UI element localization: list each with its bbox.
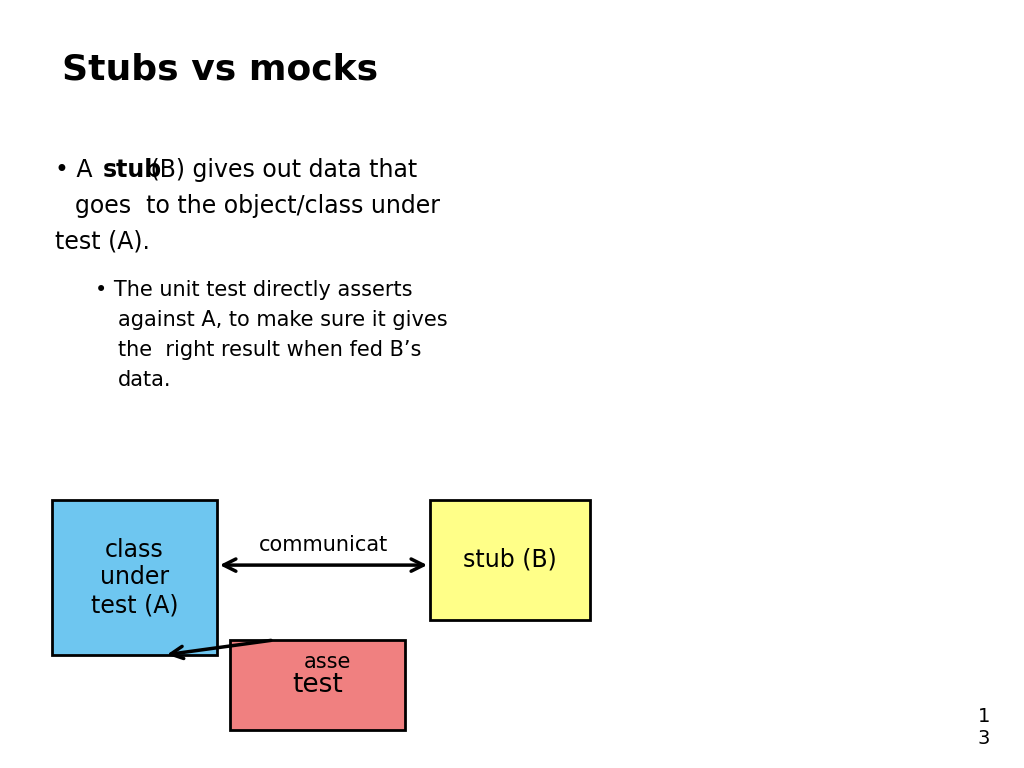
Text: communicat: communicat xyxy=(259,535,388,555)
FancyBboxPatch shape xyxy=(430,500,590,620)
Text: test: test xyxy=(292,672,343,698)
FancyBboxPatch shape xyxy=(52,500,217,655)
Text: class
under
test (A): class under test (A) xyxy=(91,538,178,617)
Text: stub (B): stub (B) xyxy=(463,548,557,572)
Text: test (A).: test (A). xyxy=(55,230,150,254)
Text: • The unit test directly asserts: • The unit test directly asserts xyxy=(95,280,413,300)
Text: the  right result when fed B’s: the right result when fed B’s xyxy=(118,340,421,360)
Text: (B) gives out data that: (B) gives out data that xyxy=(143,158,417,182)
Text: 1
3: 1 3 xyxy=(978,707,990,748)
Text: Stubs vs mocks: Stubs vs mocks xyxy=(62,52,378,86)
Text: asse: asse xyxy=(304,652,351,672)
Text: • A: • A xyxy=(55,158,100,182)
Text: data.: data. xyxy=(118,370,171,390)
Text: against A, to make sure it gives: against A, to make sure it gives xyxy=(118,310,447,330)
Text: stub: stub xyxy=(103,158,162,182)
FancyBboxPatch shape xyxy=(230,640,406,730)
Text: goes  to the object/class under: goes to the object/class under xyxy=(75,194,440,218)
